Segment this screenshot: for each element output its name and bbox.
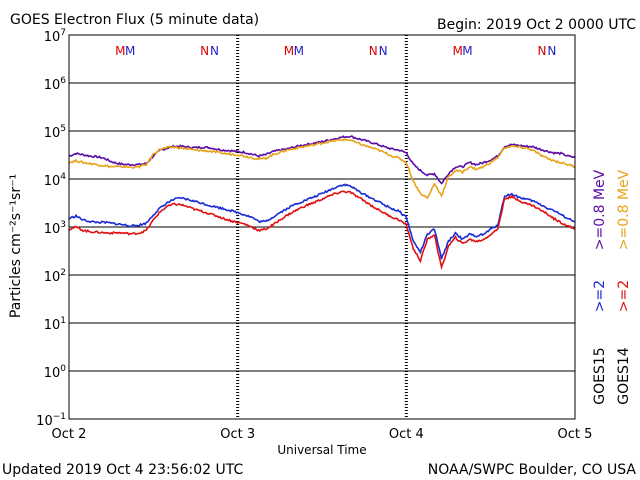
series-line-3 — [69, 183, 575, 260]
y-tick-label: 101 — [44, 316, 66, 333]
orbit-marker: M — [125, 44, 135, 58]
series-line-1 — [68, 135, 576, 185]
series-lines — [68, 135, 576, 271]
y-tick-label: 105 — [44, 124, 66, 141]
x-tick-label: Oct 4 — [389, 427, 424, 442]
orbit-marker: M — [462, 44, 472, 58]
legend-entry: GOES14 — [616, 347, 632, 405]
x-axis-label: Universal Time — [277, 443, 366, 457]
plot-frame — [68, 34, 576, 420]
y-tick-label: 106 — [44, 76, 67, 93]
x-tick-labels: Oct 2 Oct 3 Oct 4 Oct 5 — [52, 427, 593, 442]
y-tick-labels: 107 106 105 104 103 102 101 100 10−1 — [36, 28, 66, 429]
orbit-marker: N — [547, 44, 556, 58]
updated-timestamp: Updated 2019 Oct 4 23:56:02 UTC — [2, 462, 243, 478]
x-tick-label: Oct 5 — [558, 427, 593, 442]
series-line-4 — [68, 190, 576, 271]
legend-entry: >=0.8 MeV — [616, 169, 632, 250]
legend-entry: >=2 — [616, 280, 632, 312]
orbit-marker: N — [537, 44, 546, 58]
series-line-2 — [68, 137, 576, 200]
source-credit: NOAA/SWPC Boulder, CO USA — [428, 462, 637, 478]
y-axis-label: Particles cm⁻²s⁻¹sr⁻¹ — [8, 174, 24, 318]
orbit-marker: M — [115, 44, 125, 58]
orbit-marker: N — [369, 44, 378, 58]
begin-time-label: Begin: 2019 Oct 2 0000 UTC — [437, 17, 636, 33]
orbit-marker: M — [294, 44, 304, 58]
y-tick-label: 103 — [44, 220, 66, 237]
legend-entry: >=2 — [592, 280, 608, 312]
y-tick-label: 104 — [44, 172, 67, 189]
y-tick-label: 107 — [44, 28, 66, 45]
orbit-marker: M — [284, 44, 294, 58]
y-tick-label: 102 — [44, 268, 66, 285]
x-tick-label: Oct 3 — [220, 427, 255, 442]
orbit-marker: N — [200, 44, 209, 58]
y-tick-label: 100 — [44, 364, 67, 381]
chart-title: GOES Electron Flux (5 minute data) — [10, 12, 259, 28]
x-tick-label: Oct 2 — [52, 427, 87, 442]
legend-entry: GOES15 — [592, 347, 608, 404]
legend: >=0.8 MeV >=0.8 MeV >=2 >=2 GOES14 GOES15 — [592, 169, 632, 404]
orbit-marker: M — [452, 44, 462, 58]
orbit-marker: N — [210, 44, 219, 58]
legend-entry: >=0.8 MeV — [592, 169, 608, 250]
y-tick-label: 10−1 — [36, 412, 66, 429]
orbit-marker: N — [379, 44, 388, 58]
